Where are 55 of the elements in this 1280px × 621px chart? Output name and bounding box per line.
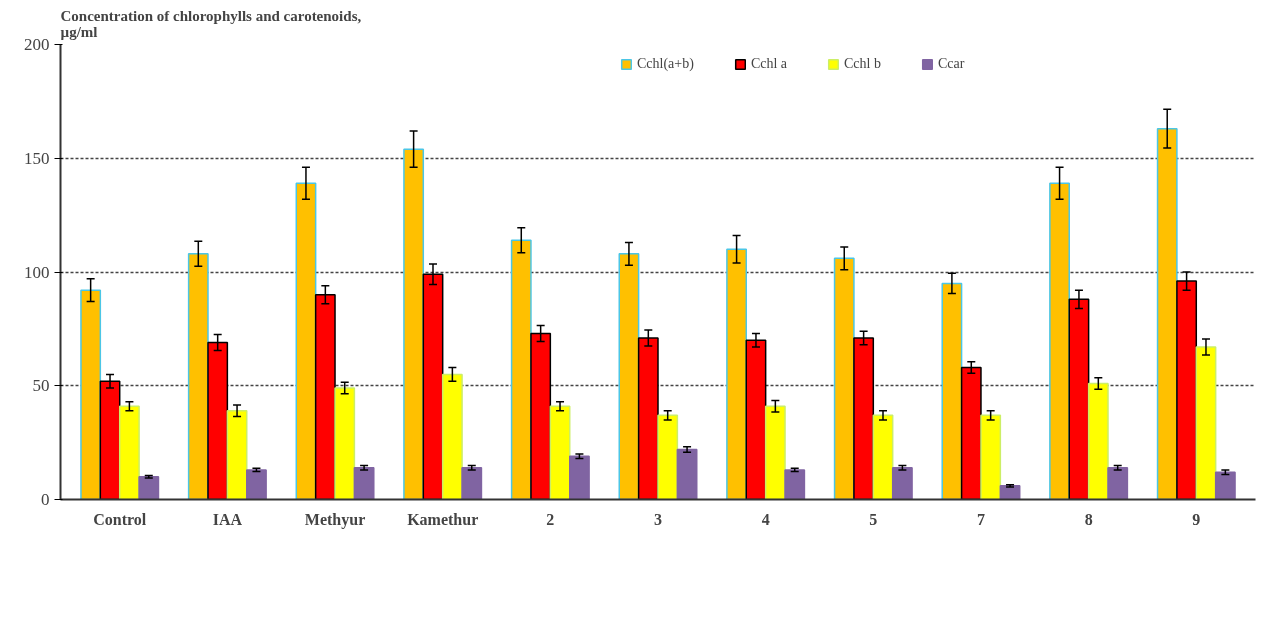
bar xyxy=(118,405,140,500)
chart-title: Concentration of chlorophylls and carotenoids, µg/ml xyxy=(60,7,362,40)
bar xyxy=(941,282,963,500)
y-tick-label: 100 xyxy=(24,262,50,282)
bar xyxy=(138,476,160,500)
bar xyxy=(80,289,102,500)
legend-label: Cchl(a+b) xyxy=(637,56,694,72)
bar xyxy=(403,148,425,500)
x-tick-label: 8 xyxy=(1084,510,1093,528)
x-tick-label: 2 xyxy=(546,510,555,528)
bar xyxy=(226,410,248,500)
x-tick-label: 9 xyxy=(1192,510,1201,528)
x-tick-label: Control xyxy=(93,510,147,528)
bar xyxy=(1195,346,1217,500)
bar xyxy=(1214,471,1236,500)
x-tick-label: 3 xyxy=(654,510,662,528)
x-tick-label: 7 xyxy=(976,510,985,528)
bar xyxy=(1049,182,1070,500)
bar xyxy=(1107,466,1129,500)
bar xyxy=(187,253,209,500)
x-tick-label: 4 xyxy=(761,510,770,528)
legend-label: Ccar xyxy=(937,56,965,72)
bar xyxy=(441,373,463,500)
x-tick-label: Methyur xyxy=(304,510,366,529)
bar xyxy=(833,257,855,500)
legend-label: Cchl b xyxy=(844,56,881,72)
legend-label: Cchl a xyxy=(750,56,788,72)
x-tick-label: 5 xyxy=(869,510,878,528)
x-tick-label: IAA xyxy=(212,510,243,528)
bar xyxy=(549,405,571,500)
bar xyxy=(726,248,748,500)
bar xyxy=(960,366,982,500)
bar xyxy=(510,239,532,500)
bar xyxy=(999,485,1021,500)
bar xyxy=(784,469,806,500)
bar xyxy=(568,455,590,500)
bar xyxy=(764,405,786,500)
x-tick-label: Kamethur xyxy=(407,510,479,528)
bar xyxy=(295,182,317,500)
bar xyxy=(618,253,640,500)
bar xyxy=(1087,382,1109,500)
bar xyxy=(872,414,894,500)
bar xyxy=(980,414,1002,500)
y-tick-label: 0 xyxy=(41,490,50,509)
bar xyxy=(891,466,913,500)
bar xyxy=(353,466,375,500)
y-tick-label: 200 xyxy=(24,35,50,54)
bar xyxy=(246,469,267,500)
y-tick-label: 150 xyxy=(24,148,50,168)
bar xyxy=(676,448,698,500)
bar xyxy=(334,387,356,500)
bar xyxy=(657,414,679,500)
bar xyxy=(1156,127,1178,500)
y-tick-label: 50 xyxy=(32,376,50,396)
bar xyxy=(461,466,483,500)
